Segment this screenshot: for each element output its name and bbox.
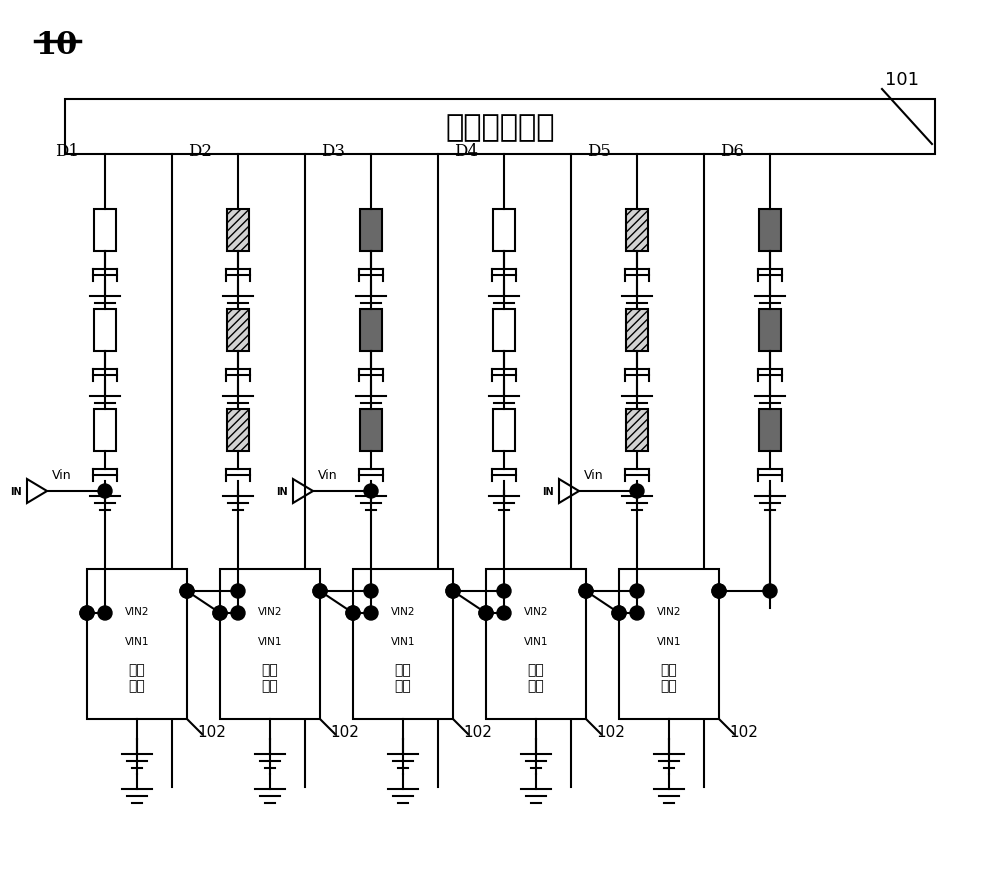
- FancyBboxPatch shape: [227, 209, 249, 252]
- Circle shape: [364, 607, 378, 620]
- FancyBboxPatch shape: [360, 209, 382, 252]
- Text: 比对
电路: 比对 电路: [262, 662, 278, 693]
- Text: VIN1: VIN1: [524, 636, 548, 647]
- Circle shape: [313, 584, 327, 599]
- Text: IN: IN: [542, 487, 554, 496]
- Polygon shape: [559, 480, 579, 503]
- FancyBboxPatch shape: [486, 569, 586, 720]
- Text: 比对
电路: 比对 电路: [395, 662, 411, 693]
- FancyBboxPatch shape: [65, 100, 935, 155]
- Text: D3: D3: [321, 143, 345, 160]
- Circle shape: [180, 584, 194, 599]
- Text: VIN2: VIN2: [391, 607, 415, 616]
- FancyBboxPatch shape: [493, 309, 515, 352]
- FancyBboxPatch shape: [353, 569, 453, 720]
- FancyBboxPatch shape: [220, 569, 320, 720]
- Circle shape: [231, 584, 245, 599]
- FancyBboxPatch shape: [626, 209, 648, 252]
- Circle shape: [313, 584, 327, 599]
- Text: 像素开关电路: 像素开关电路: [445, 112, 555, 143]
- Text: D5: D5: [587, 143, 611, 160]
- FancyBboxPatch shape: [94, 309, 116, 352]
- Text: VIN1: VIN1: [391, 636, 415, 647]
- FancyBboxPatch shape: [94, 209, 116, 252]
- Text: D2: D2: [188, 143, 212, 160]
- Circle shape: [446, 584, 460, 599]
- Circle shape: [98, 484, 112, 499]
- FancyBboxPatch shape: [759, 209, 781, 252]
- Circle shape: [98, 607, 112, 620]
- Circle shape: [346, 607, 360, 620]
- Circle shape: [479, 607, 493, 620]
- Circle shape: [712, 584, 726, 599]
- Circle shape: [579, 584, 593, 599]
- FancyBboxPatch shape: [227, 309, 249, 352]
- Text: VIN2: VIN2: [657, 607, 681, 616]
- Circle shape: [80, 607, 94, 620]
- Circle shape: [364, 584, 378, 599]
- Text: 102: 102: [596, 724, 625, 740]
- FancyBboxPatch shape: [94, 409, 116, 452]
- Text: VIN1: VIN1: [258, 636, 282, 647]
- Circle shape: [630, 584, 644, 599]
- Text: D6: D6: [720, 143, 744, 160]
- Circle shape: [446, 584, 460, 599]
- Text: VIN2: VIN2: [125, 607, 149, 616]
- Circle shape: [479, 607, 493, 620]
- Text: D1: D1: [55, 143, 79, 160]
- Text: 比对
电路: 比对 电路: [129, 662, 145, 693]
- FancyBboxPatch shape: [493, 409, 515, 452]
- Text: IN: IN: [10, 487, 22, 496]
- Text: VIN1: VIN1: [657, 636, 681, 647]
- Text: 10: 10: [35, 30, 77, 61]
- Text: VIN2: VIN2: [258, 607, 282, 616]
- Text: 102: 102: [197, 724, 226, 740]
- Text: IN: IN: [276, 487, 288, 496]
- Circle shape: [630, 484, 644, 499]
- FancyBboxPatch shape: [360, 409, 382, 452]
- Circle shape: [497, 607, 511, 620]
- Text: 102: 102: [330, 724, 359, 740]
- Circle shape: [346, 607, 360, 620]
- Text: 101: 101: [885, 71, 919, 89]
- FancyBboxPatch shape: [759, 409, 781, 452]
- Circle shape: [579, 584, 593, 599]
- Text: 102: 102: [463, 724, 492, 740]
- Circle shape: [180, 584, 194, 599]
- Text: Vin: Vin: [318, 468, 338, 481]
- Text: 比对
电路: 比对 电路: [528, 662, 544, 693]
- Text: VIN2: VIN2: [524, 607, 548, 616]
- FancyBboxPatch shape: [626, 409, 648, 452]
- Circle shape: [213, 607, 227, 620]
- Circle shape: [612, 607, 626, 620]
- Circle shape: [712, 584, 726, 599]
- Polygon shape: [27, 480, 47, 503]
- Text: 102: 102: [729, 724, 758, 740]
- FancyBboxPatch shape: [619, 569, 719, 720]
- FancyBboxPatch shape: [759, 309, 781, 352]
- Circle shape: [364, 484, 378, 499]
- FancyBboxPatch shape: [493, 209, 515, 252]
- Text: Vin: Vin: [584, 468, 604, 481]
- FancyBboxPatch shape: [626, 309, 648, 352]
- Circle shape: [213, 607, 227, 620]
- Circle shape: [497, 584, 511, 599]
- FancyBboxPatch shape: [87, 569, 187, 720]
- Circle shape: [80, 607, 94, 620]
- Text: Vin: Vin: [52, 468, 72, 481]
- Circle shape: [630, 607, 644, 620]
- Circle shape: [231, 607, 245, 620]
- FancyBboxPatch shape: [360, 309, 382, 352]
- Circle shape: [612, 607, 626, 620]
- Text: 比对
电路: 比对 电路: [661, 662, 677, 693]
- Circle shape: [763, 584, 777, 599]
- Text: D4: D4: [454, 143, 478, 160]
- FancyBboxPatch shape: [227, 409, 249, 452]
- Polygon shape: [293, 480, 313, 503]
- Text: VIN1: VIN1: [125, 636, 149, 647]
